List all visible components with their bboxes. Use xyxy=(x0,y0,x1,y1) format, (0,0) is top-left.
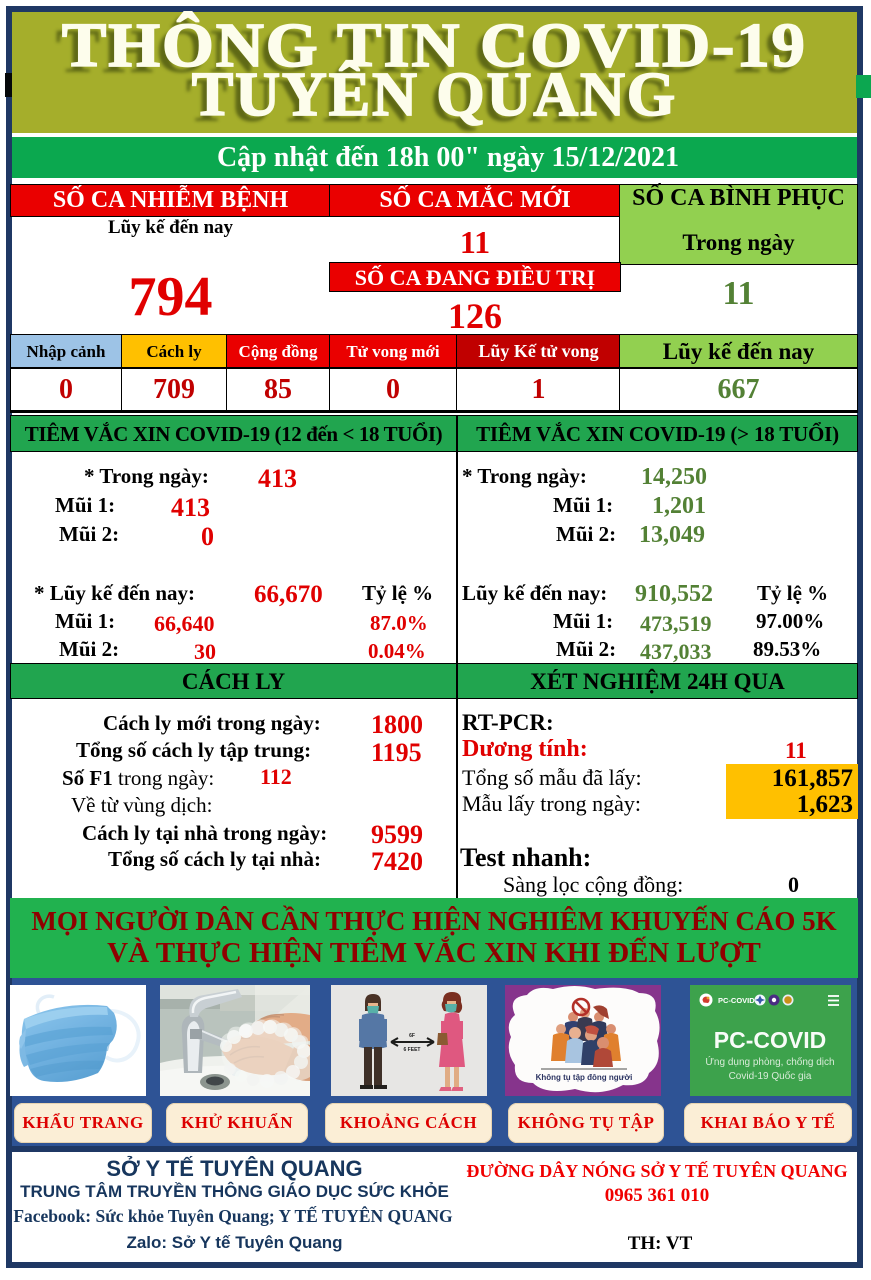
svg-text:Ứng dụng phòng, chống dịch: Ứng dụng phòng, chống dịch xyxy=(705,1055,834,1068)
svg-text:Không tụ tập đông người: Không tụ tập đông người xyxy=(536,1073,633,1082)
svg-text:6 FEET: 6 FEET xyxy=(404,1047,421,1053)
svg-text:PC-COVID: PC-COVID xyxy=(718,996,755,1005)
svg-text:6F: 6F xyxy=(409,1033,415,1039)
svg-text:Covid-19 Quốc gia: Covid-19 Quốc gia xyxy=(729,1070,812,1082)
svg-text:PC-COVID: PC-COVID xyxy=(714,1027,826,1053)
